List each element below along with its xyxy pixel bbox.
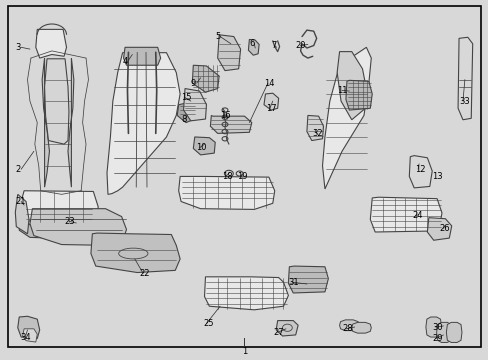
Text: 13: 13: [431, 172, 442, 181]
Polygon shape: [339, 320, 358, 330]
Polygon shape: [369, 197, 441, 232]
Polygon shape: [22, 329, 37, 342]
Text: 21: 21: [15, 197, 26, 206]
Polygon shape: [36, 30, 66, 58]
Polygon shape: [193, 137, 215, 155]
Polygon shape: [19, 218, 98, 239]
Polygon shape: [91, 233, 180, 273]
Text: 19: 19: [237, 172, 247, 181]
Polygon shape: [20, 191, 98, 224]
Text: 34: 34: [20, 333, 31, 342]
Text: 3: 3: [15, 43, 20, 52]
Polygon shape: [177, 103, 195, 123]
Text: 29: 29: [431, 334, 442, 343]
Polygon shape: [457, 37, 472, 120]
Text: 31: 31: [288, 278, 298, 287]
Polygon shape: [123, 47, 160, 65]
Polygon shape: [44, 59, 69, 144]
Text: 1: 1: [242, 347, 246, 356]
Polygon shape: [192, 65, 219, 92]
Text: 20: 20: [295, 41, 305, 50]
Polygon shape: [42, 58, 49, 187]
Polygon shape: [107, 53, 180, 194]
Text: 27: 27: [273, 328, 284, 337]
Text: 33: 33: [458, 96, 469, 105]
Polygon shape: [68, 58, 74, 187]
Polygon shape: [446, 322, 461, 342]
Text: 28: 28: [341, 324, 352, 333]
Polygon shape: [15, 194, 29, 234]
Text: 9: 9: [190, 79, 196, 88]
Polygon shape: [264, 93, 278, 110]
Text: 4: 4: [122, 57, 127, 66]
Polygon shape: [408, 156, 431, 188]
Text: 11: 11: [336, 86, 347, 95]
Polygon shape: [436, 322, 451, 342]
Polygon shape: [18, 316, 40, 338]
Text: 26: 26: [439, 224, 449, 233]
Polygon shape: [345, 80, 371, 110]
Text: 16: 16: [220, 111, 230, 120]
Text: 24: 24: [412, 211, 422, 220]
Text: 15: 15: [181, 93, 191, 102]
Polygon shape: [217, 35, 240, 71]
Text: 7: 7: [271, 41, 276, 50]
Polygon shape: [425, 317, 441, 337]
Text: 32: 32: [312, 129, 323, 138]
Polygon shape: [306, 116, 323, 140]
Polygon shape: [276, 320, 298, 336]
Polygon shape: [30, 209, 126, 245]
Polygon shape: [288, 266, 328, 293]
Text: 6: 6: [249, 39, 254, 48]
Text: 5: 5: [215, 32, 220, 41]
Text: 10: 10: [195, 143, 206, 152]
Polygon shape: [322, 47, 370, 189]
Polygon shape: [210, 116, 251, 134]
Text: 14: 14: [264, 79, 274, 88]
Polygon shape: [183, 89, 206, 121]
Polygon shape: [351, 322, 370, 333]
Text: 8: 8: [181, 114, 186, 123]
Polygon shape: [427, 218, 451, 240]
Text: 22: 22: [140, 269, 150, 278]
Polygon shape: [336, 51, 366, 120]
Text: 18: 18: [222, 172, 233, 181]
Text: 2: 2: [15, 165, 20, 174]
Text: 25: 25: [203, 319, 213, 328]
Text: 12: 12: [414, 165, 425, 174]
Text: 23: 23: [64, 217, 75, 226]
Polygon shape: [204, 277, 288, 310]
Text: 30: 30: [431, 323, 442, 332]
Polygon shape: [248, 40, 259, 55]
Text: 17: 17: [266, 104, 277, 113]
Polygon shape: [178, 176, 274, 210]
